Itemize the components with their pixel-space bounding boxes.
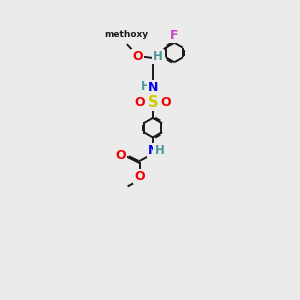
Text: H: H xyxy=(154,143,164,157)
Text: O: O xyxy=(160,96,171,109)
Text: S: S xyxy=(148,95,158,110)
Text: N: N xyxy=(148,144,158,158)
Text: methoxy: methoxy xyxy=(104,30,148,39)
Text: O: O xyxy=(135,96,146,109)
Text: O: O xyxy=(116,149,126,162)
Text: F: F xyxy=(170,29,178,42)
Text: H: H xyxy=(153,50,163,63)
Text: O: O xyxy=(134,170,145,183)
Text: N: N xyxy=(148,81,158,94)
Text: O: O xyxy=(133,50,143,63)
Text: H: H xyxy=(141,80,151,93)
